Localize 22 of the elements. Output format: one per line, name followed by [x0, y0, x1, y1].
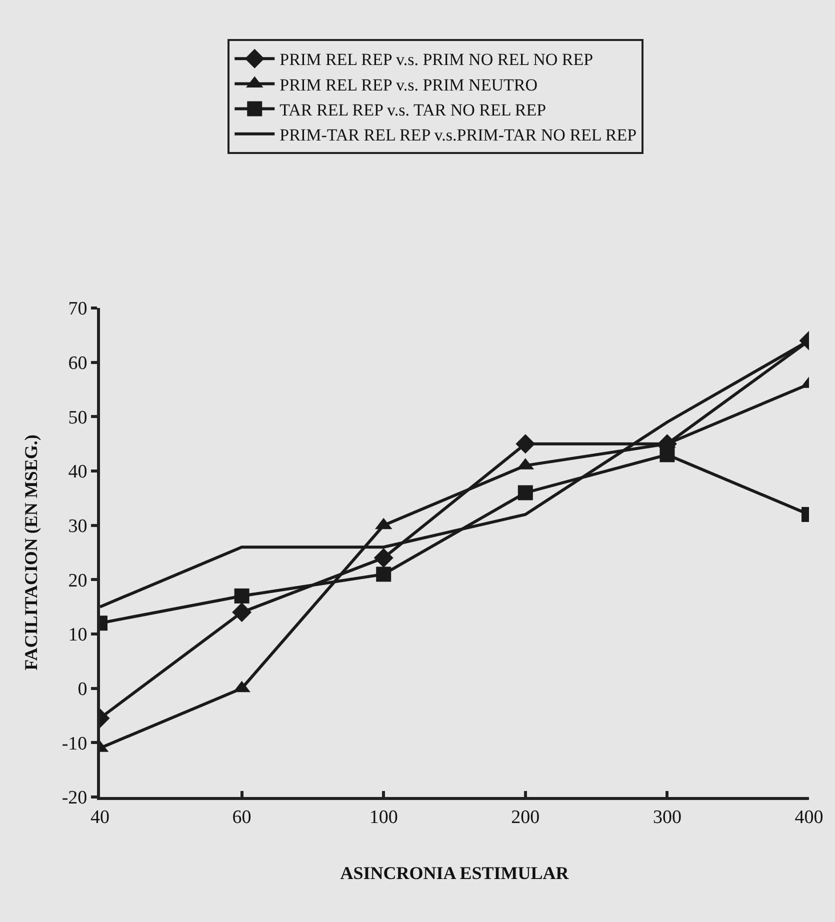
y-axis-title: FACILITACION (EN MSEG.)	[21, 434, 42, 670]
legend-label: PRIM-TAR REL REP v.s.PRIM-TAR NO REL REP	[280, 126, 637, 145]
y-tick-label: 70	[68, 298, 88, 320]
x-tick-label: 60	[232, 806, 252, 828]
x-tick-label: 100	[369, 806, 398, 828]
y-tick-label: 60	[68, 352, 88, 374]
y-tick-label: 0	[78, 678, 88, 700]
x-tick-label: 400	[794, 806, 824, 828]
y-tick-label: -10	[62, 733, 88, 754]
legend-label: PRIM REL REP v.s. PRIM NO REL NO REP	[280, 50, 594, 70]
y-tick-label: 20	[68, 570, 88, 592]
legend-label: TAR REL REP v.s. TAR NO REL REP	[280, 100, 546, 120]
legend-label: PRIM REL REP v.s. PRIM NEUTRO	[280, 75, 538, 94]
y-tick-label: 10	[68, 624, 88, 646]
y-tick-label: -20	[62, 788, 88, 809]
y-tick-label: 50	[68, 407, 88, 428]
x-tick-label: 300	[652, 806, 682, 828]
y-tick-label: 30	[68, 516, 88, 537]
x-tick-label: 40	[90, 806, 110, 828]
y-tick-label: 40	[68, 462, 88, 483]
x-axis-title: ASINCRONIA ESTIMULAR	[340, 862, 570, 883]
x-tick-label: 200	[511, 806, 540, 828]
